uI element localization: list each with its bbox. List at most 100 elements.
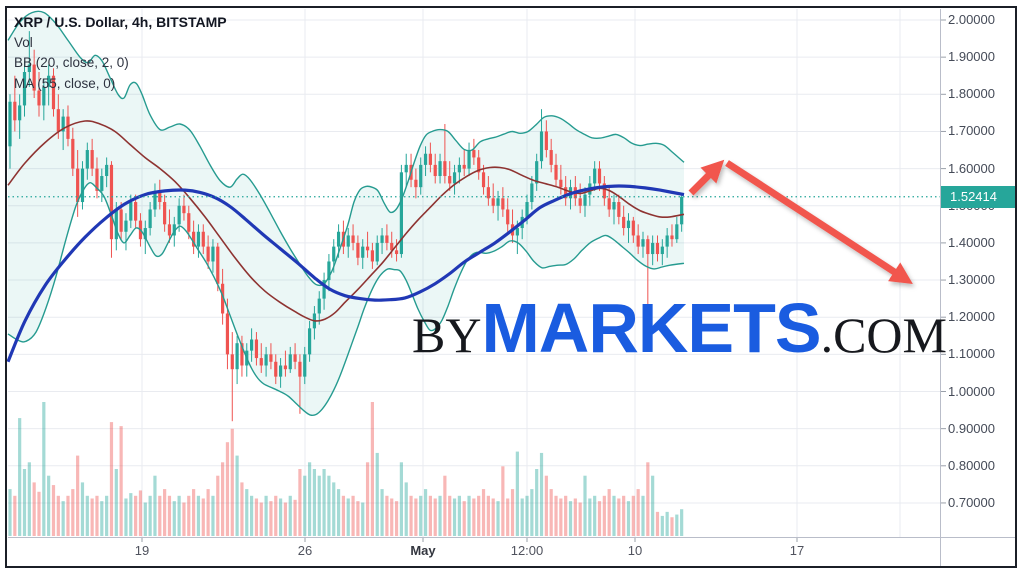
volume-bar: [138, 490, 143, 536]
price-axis-label: 1.10000: [948, 346, 995, 362]
candle-body: [443, 161, 447, 177]
candle-body: [617, 202, 621, 217]
volume-bar: [544, 475, 548, 536]
candle-body: [496, 198, 500, 206]
volume-bar: [525, 495, 529, 536]
volume-bar: [655, 511, 660, 536]
candle-body: [404, 164, 408, 173]
candle-body: [225, 313, 230, 355]
candle-body: [477, 157, 481, 173]
candle-body: [394, 250, 399, 255]
volume-bar: [298, 469, 302, 536]
volume-bar: [336, 489, 341, 536]
candle-body: [486, 187, 490, 199]
price-axis-label: 0.70000: [948, 494, 995, 510]
volume-bar: [225, 442, 230, 536]
candle-body: [646, 239, 650, 255]
time-axis-label: 19: [134, 543, 150, 558]
candle-body: [95, 168, 99, 191]
volume-bar: [259, 502, 263, 536]
candle-body: [196, 231, 201, 247]
candle-body: [66, 116, 70, 139]
volume-bar: [66, 495, 70, 536]
candle-body: [13, 101, 17, 121]
chart-frame: [5, 6, 1017, 568]
volume-bar: [462, 501, 466, 536]
volume-bar: [467, 495, 471, 536]
candle-body: [177, 205, 181, 225]
volume-bar: [192, 489, 196, 536]
volume-bar: [559, 498, 563, 536]
volume-bar: [201, 498, 205, 536]
candle-body: [380, 235, 384, 243]
bb-basis-line: [7, 120, 685, 322]
candle-body: [303, 354, 307, 377]
watermark: BYMARKETS.COM: [412, 288, 947, 368]
volume-bar: [42, 402, 46, 536]
candle-body: [655, 242, 660, 255]
candle-body: [172, 224, 176, 236]
volume-bar: [148, 495, 152, 536]
volume-bar: [506, 498, 510, 536]
volume-bar: [481, 489, 486, 536]
candle-body: [626, 220, 631, 229]
volume-bar: [341, 495, 346, 536]
volume-bar: [172, 501, 176, 536]
volume-bar: [510, 489, 515, 536]
candle-body: [419, 164, 423, 188]
candle-body: [167, 224, 172, 236]
volume-bar: [549, 489, 553, 536]
candle-body: [307, 328, 312, 355]
candle-body: [554, 164, 558, 180]
candle-body: [100, 176, 104, 191]
volume-bar: [158, 495, 162, 536]
candle-body: [414, 179, 418, 188]
candle-body: [322, 280, 326, 299]
volume-bar: [327, 475, 331, 536]
candle-body: [390, 242, 394, 251]
volume-bar: [578, 502, 582, 536]
candle-body: [298, 361, 302, 377]
candle-body: [235, 343, 239, 370]
volume-bar: [177, 495, 181, 536]
volume-bar: [230, 428, 234, 536]
volume-bar: [312, 469, 317, 536]
volume-bar: [472, 498, 476, 536]
volume-bar: [119, 426, 123, 536]
volume-bar: [375, 452, 379, 536]
volume-bar: [539, 452, 544, 536]
volume-bar: [457, 495, 461, 536]
volume-bar: [274, 495, 278, 536]
candle-body: [37, 90, 41, 106]
volume-bar: [61, 501, 65, 536]
candle-body: [559, 179, 563, 188]
volume-bar: [665, 511, 669, 536]
bb-upper-line: [7, 10, 685, 287]
candle-body: [201, 231, 205, 247]
price-axis-label: 1.00000: [948, 383, 995, 399]
candle-body: [370, 250, 374, 262]
candle-body: [564, 187, 568, 199]
candle-body: [153, 190, 157, 210]
bb-fill: [8, 12, 684, 415]
volume-bar: [18, 418, 22, 536]
candle-body: [76, 168, 80, 203]
candle-body: [665, 235, 669, 247]
volume-bar: [626, 501, 631, 536]
watermark-markets: MARKETS: [481, 289, 821, 367]
volume-bar: [680, 509, 684, 536]
volume-bar: [433, 498, 437, 536]
candle-body: [163, 202, 167, 225]
volume-bar: [245, 489, 249, 536]
chart-legend: XRP / U.S. Dollar, 4h, BITSTAMP Vol BB (…: [14, 12, 227, 94]
volume-bar: [573, 498, 577, 536]
volume-bar: [385, 495, 389, 536]
volume-bar: [597, 501, 602, 536]
volume-bar: [129, 493, 133, 536]
candle-body: [22, 72, 27, 106]
volume-bar: [380, 489, 384, 536]
volume-bar: [617, 498, 621, 536]
volume-bar: [187, 495, 191, 536]
forecast-arrow-up: [688, 159, 725, 196]
